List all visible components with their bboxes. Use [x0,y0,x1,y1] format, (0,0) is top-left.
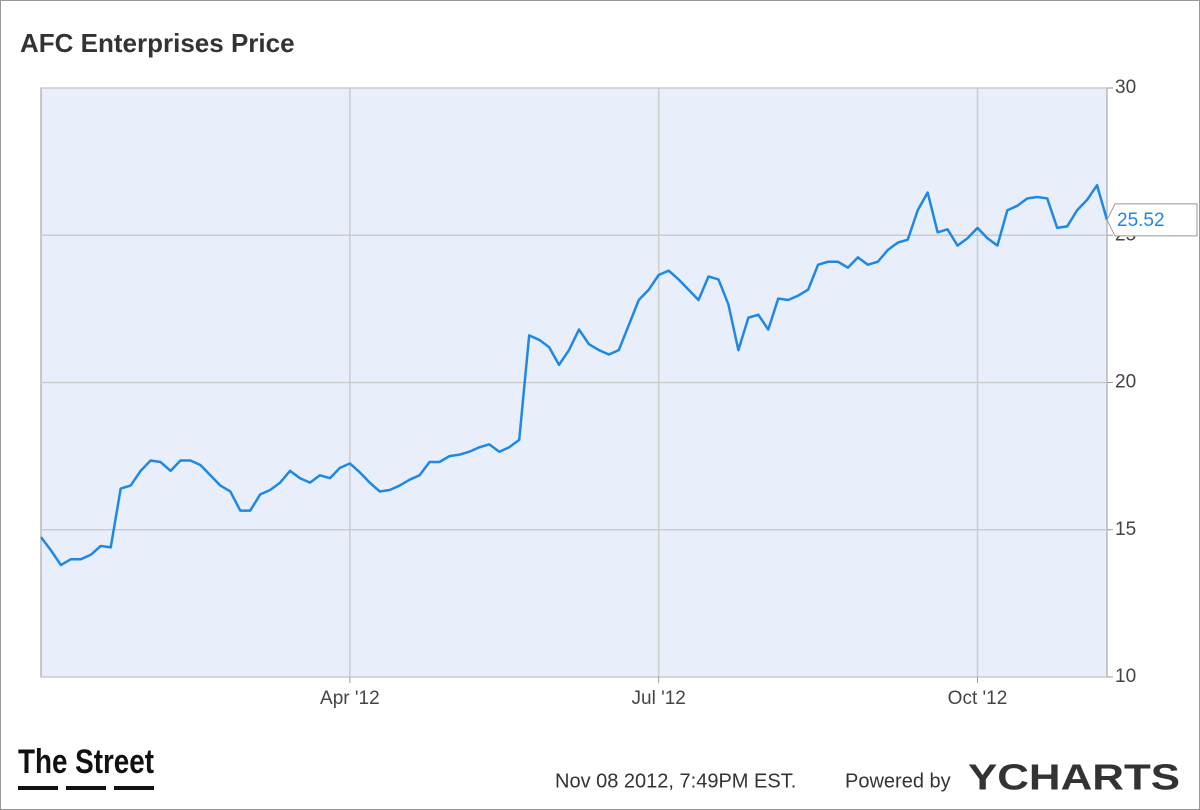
x-tick-label: Oct '12 [948,688,1008,709]
chart-title: AFC Enterprises Price [20,28,295,58]
logo-bar [66,786,106,790]
logo-bar [114,786,154,790]
last-value-box [1106,203,1198,237]
y-tick-label: 20 [1115,372,1136,393]
logo-bar [18,786,58,790]
marks: 25.52 [40,183,1198,567]
x-tick-label: Apr '12 [320,688,380,709]
brand-logo: YCHARTS [968,757,1180,798]
x-tick-label: Jul '12 [632,688,686,709]
y-tick-label: 10 [1115,666,1136,687]
source-logo: The Street [18,743,154,781]
y-tick-label: 30 [1115,77,1136,98]
y-tick-label: 15 [1115,519,1136,540]
last-value-label: 25.52 [1117,210,1165,231]
timestamp: Nov 08 2012, 7:49PM EST. [555,770,796,792]
price-line [40,183,1109,567]
powered-by: Powered by [845,770,951,792]
